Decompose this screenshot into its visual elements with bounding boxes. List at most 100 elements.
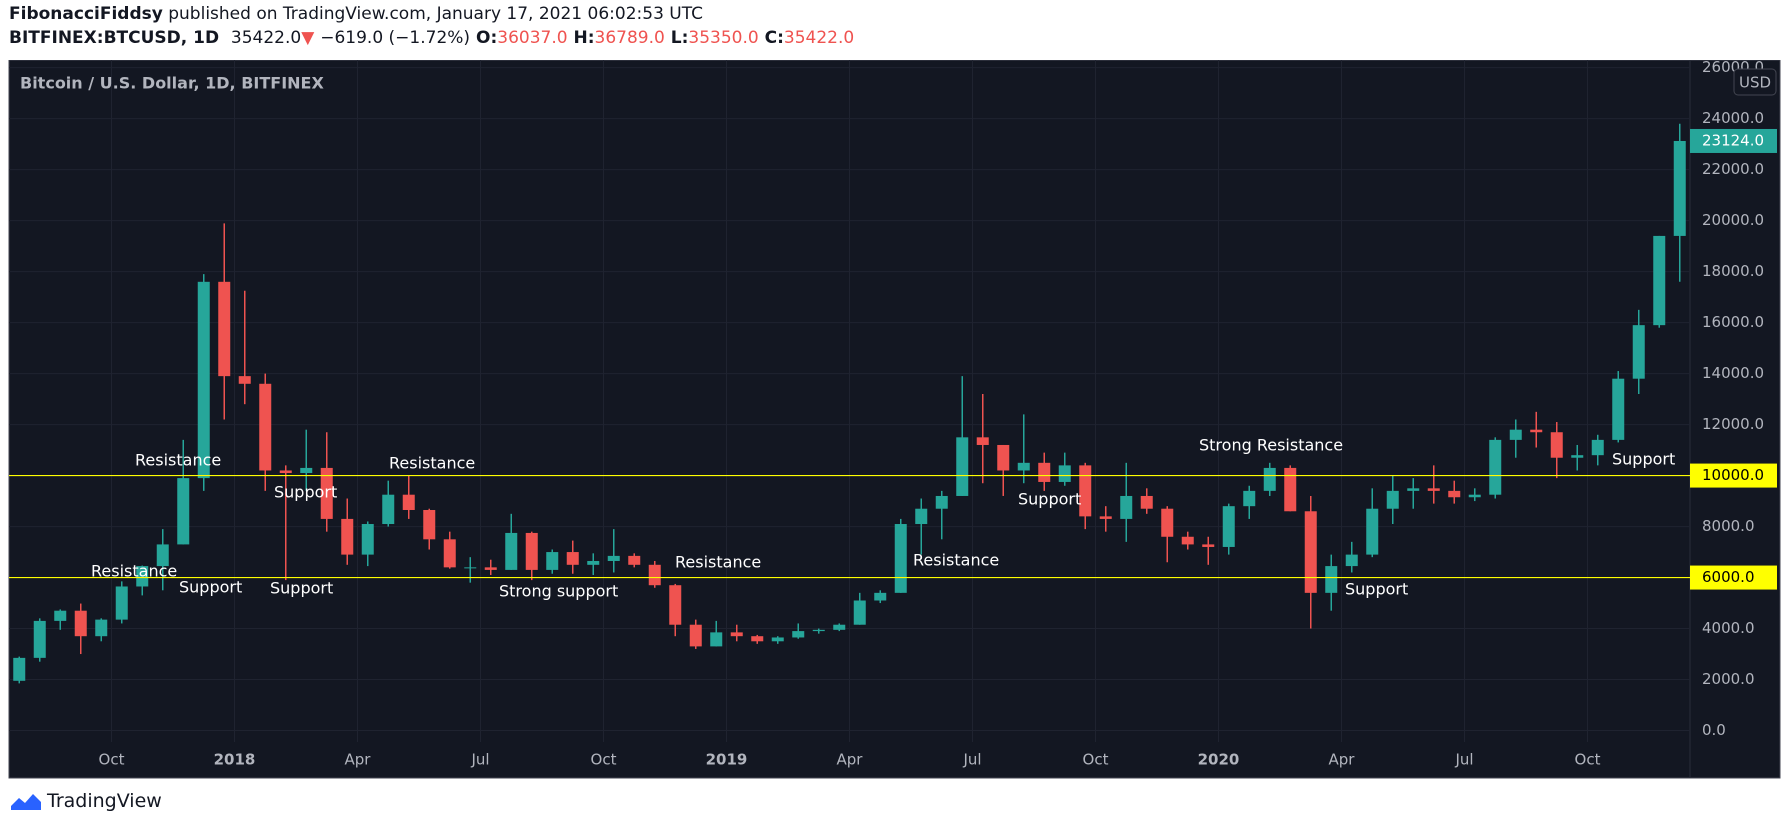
candle-body — [218, 281, 231, 377]
candle-body — [915, 508, 928, 525]
candle-body — [1099, 516, 1112, 519]
candle-body — [1612, 378, 1625, 440]
y-tick-label: 16000.0 — [1702, 313, 1764, 331]
candle-body — [792, 631, 805, 638]
candle-body — [279, 470, 292, 474]
annotation: Resistance — [913, 551, 999, 570]
ohlc: O:36037.0 H:36789.0 L:35350.0 C:35422.0 — [476, 28, 854, 48]
annotation: Support — [1345, 580, 1408, 599]
candle-body — [1325, 566, 1338, 593]
y-tick-label: 14000.0 — [1702, 364, 1764, 382]
candle-body — [1079, 465, 1092, 517]
candle-body — [997, 444, 1010, 471]
y-tick-label: 12000.0 — [1702, 415, 1764, 433]
y-tick-label: 22000.0 — [1702, 160, 1764, 178]
arrow: ▼ — [301, 28, 315, 48]
candle-body — [1120, 495, 1133, 519]
candle-body — [710, 632, 723, 647]
x-tick-label: Oct — [1575, 751, 1601, 769]
candle-body — [1468, 494, 1481, 498]
y-tick-label: 24000.0 — [1702, 109, 1764, 127]
chart-title: Bitcoin / U.S. Dollar, 1D, BITFINEX — [20, 74, 324, 93]
candle-body — [1202, 544, 1215, 547]
candle-body — [259, 383, 272, 471]
candle-body — [238, 376, 251, 384]
candle-body — [320, 467, 333, 519]
annotation: Resistance — [675, 553, 761, 572]
candle-body — [1058, 465, 1071, 482]
candle-body — [1366, 508, 1379, 555]
candle-body — [1243, 490, 1256, 507]
candle-body — [197, 281, 210, 479]
y-tick-label: 8000.0 — [1702, 517, 1755, 535]
candle-body — [156, 544, 169, 567]
candle-body — [13, 657, 26, 681]
change: −619.0 (−1.72%) — [320, 28, 471, 48]
candle-body — [607, 555, 620, 561]
ohlc-value: 35350.0 — [688, 28, 759, 48]
candle-body — [1632, 325, 1645, 379]
candle-body — [505, 532, 518, 570]
candle-body — [853, 600, 866, 625]
ohlc-key: L: — [670, 28, 689, 48]
x-tick-label: Oct — [591, 751, 617, 769]
candle-body — [54, 610, 67, 621]
candle-body — [1509, 429, 1522, 440]
logo — [11, 794, 41, 810]
x-tick-label: Jul — [962, 751, 981, 769]
candle-body — [341, 518, 354, 555]
annotation: Support — [179, 578, 242, 597]
candle-body — [300, 467, 313, 474]
currency-button[interactable] — [1733, 68, 1777, 96]
x-tick-label: Apr — [345, 751, 372, 769]
candle-body — [1591, 439, 1604, 456]
candle-body — [935, 495, 948, 509]
price-label: 10000.0 — [1702, 466, 1764, 484]
y-tick-label: 18000.0 — [1702, 262, 1764, 280]
candle-body — [423, 509, 436, 540]
candle-body — [136, 566, 149, 587]
annotation: Support — [1612, 450, 1675, 469]
x-tick-label: 2019 — [706, 751, 748, 769]
candle-body — [1653, 235, 1666, 326]
last: 35422.0 — [230, 28, 302, 48]
annotation: Strong support — [499, 582, 618, 601]
candle-body — [1161, 508, 1174, 537]
candle-body — [1489, 439, 1502, 495]
brand: TradingView — [47, 790, 162, 812]
candle-body — [1222, 506, 1235, 547]
candle-body — [771, 637, 784, 642]
candle-body — [874, 592, 887, 601]
currency[interactable]: USD — [1739, 74, 1771, 92]
candle-body — [1345, 554, 1358, 567]
candle-body — [1181, 536, 1194, 545]
x-tick-label: 2018 — [214, 751, 256, 769]
candle-body — [382, 494, 395, 525]
publish-line: FibonacciFiddsy published on TradingView… — [9, 4, 703, 24]
x-tick-label: Apr — [1329, 751, 1356, 769]
y-tick-label: 20000.0 — [1702, 211, 1764, 229]
candle-body — [566, 552, 579, 565]
y-tick-label: 4000.0 — [1702, 619, 1755, 637]
symbol-line: BITFINEX:BTCUSD, 1D 35422.0▼ −619.0 (−1.… — [9, 28, 854, 48]
candle-body — [177, 478, 190, 545]
candle-body — [648, 564, 661, 586]
candle-body — [1673, 140, 1686, 236]
price-label-box — [1690, 463, 1777, 488]
candle-body — [587, 560, 600, 565]
price-label: 6000.0 — [1702, 568, 1755, 586]
ohlc-value: 36037.0 — [497, 28, 568, 48]
x-tick-label: Jul — [470, 751, 489, 769]
x-tick-label: 2020 — [1198, 751, 1240, 769]
footer: TradingView — [9, 790, 162, 812]
candle-body — [812, 629, 825, 632]
candle-body — [1038, 462, 1051, 482]
candle-body — [464, 567, 477, 569]
candle-body — [1530, 429, 1543, 433]
candle-body — [115, 586, 128, 620]
candle-body — [669, 585, 682, 625]
candle-body — [833, 624, 846, 630]
candle-body — [628, 555, 641, 565]
candle-body — [1140, 495, 1153, 509]
